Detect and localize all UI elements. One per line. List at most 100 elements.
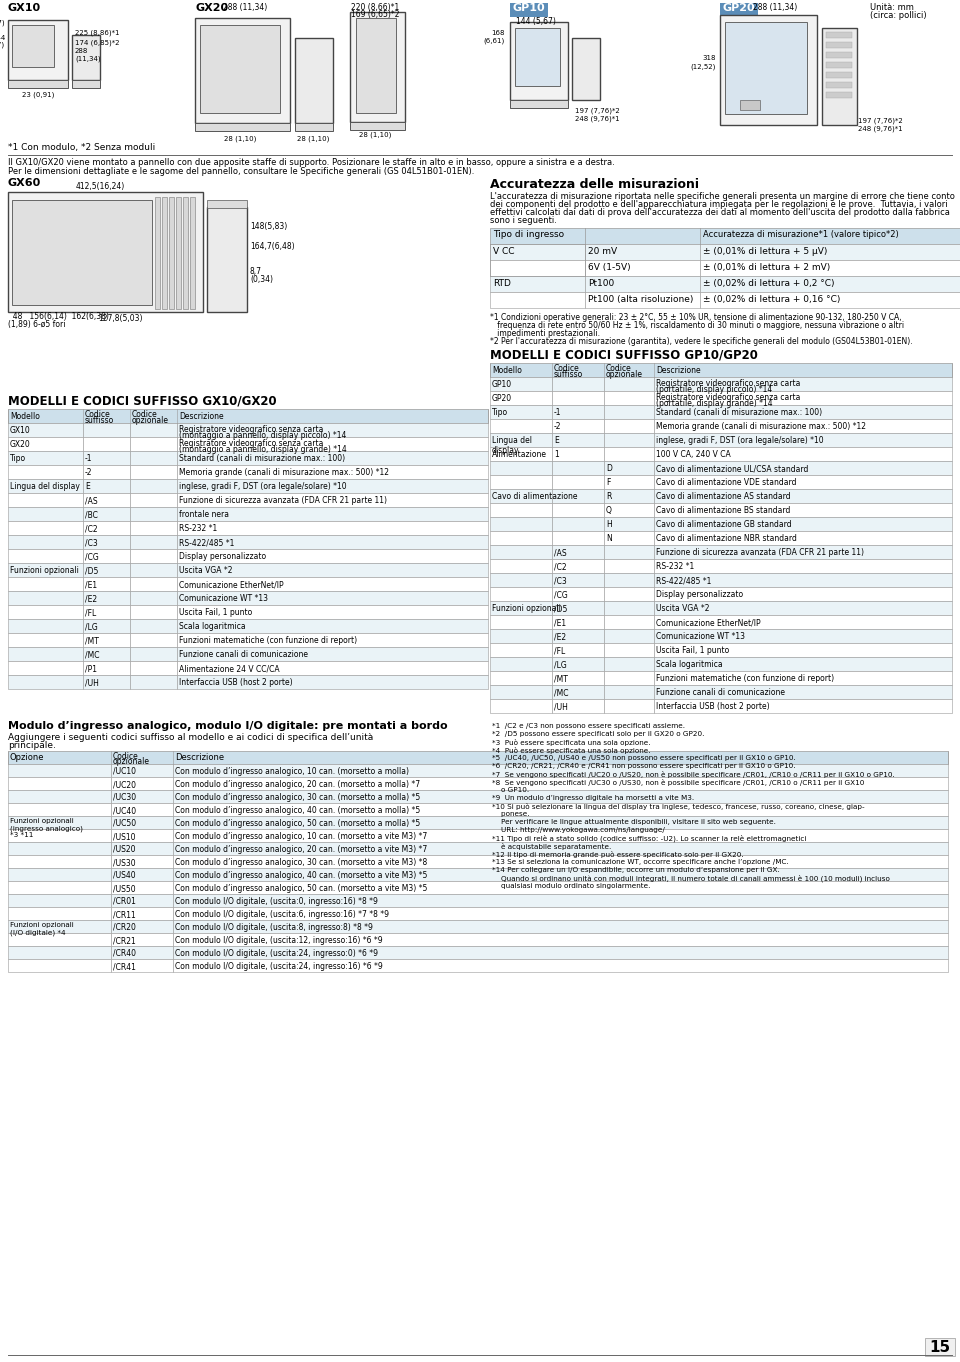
Text: (portatile, display grande) *14: (portatile, display grande) *14 xyxy=(656,399,773,409)
Text: Cavo di alimentazione AS standard: Cavo di alimentazione AS standard xyxy=(656,492,791,501)
Bar xyxy=(8,493,83,507)
Text: /C2: /C2 xyxy=(554,563,566,571)
Text: Modulo d’ingresso analogico, modulo I/O digitale: pre montati a bordo: Modulo d’ingresso analogico, modulo I/O … xyxy=(8,720,447,731)
Text: Alimentazione 24 V CC/CA: Alimentazione 24 V CC/CA xyxy=(179,665,279,673)
Bar xyxy=(552,545,604,558)
Bar xyxy=(83,605,130,618)
Bar xyxy=(654,377,952,391)
Text: Per verificare le lingue attualmente disponibili, visitare il sito web seguente.: Per verificare le lingue attualmente dis… xyxy=(492,819,776,825)
Bar xyxy=(490,260,585,276)
Bar xyxy=(604,699,654,712)
Bar xyxy=(490,391,552,405)
Bar xyxy=(552,531,604,545)
Text: /FL: /FL xyxy=(85,607,96,617)
Bar xyxy=(490,447,552,460)
Bar xyxy=(183,197,188,309)
Bar xyxy=(8,20,68,80)
Bar xyxy=(604,433,654,447)
Bar xyxy=(83,522,130,535)
Text: /MC: /MC xyxy=(554,688,568,697)
Text: 48   156(6,14)  162(6,38): 48 156(6,14) 162(6,38) xyxy=(8,312,108,321)
Text: Accuratezza di misurazione*1 (valore tipico*2): Accuratezza di misurazione*1 (valore tip… xyxy=(703,230,899,238)
Text: Standard (canali di misurazione max.: 100): Standard (canali di misurazione max.: 10… xyxy=(656,409,822,417)
Bar xyxy=(654,573,952,587)
Text: Registratore videografico senza carta: Registratore videografico senza carta xyxy=(179,439,324,448)
Bar xyxy=(111,919,173,933)
Text: 23 (0,91): 23 (0,91) xyxy=(22,91,54,98)
Bar xyxy=(350,123,405,129)
Bar xyxy=(552,405,604,419)
Bar xyxy=(130,605,177,618)
Text: 169 (6,65)*2: 169 (6,65)*2 xyxy=(350,10,399,19)
Bar xyxy=(173,816,948,829)
Bar xyxy=(490,518,552,531)
Bar xyxy=(8,829,111,842)
Text: *6  /CR20, /CR21, /CR40 e /CR41 non possono essere specificati per il GX10 o GP1: *6 /CR20, /CR21, /CR40 e /CR41 non posso… xyxy=(492,763,796,770)
Bar xyxy=(552,447,604,460)
Bar xyxy=(604,671,654,685)
Text: *14 Per collegare un I/O espandibile, occorre un modulo d’espansione per il GX.: *14 Per collegare un I/O espandibile, oc… xyxy=(492,868,780,873)
Text: /C3: /C3 xyxy=(85,538,98,548)
Bar xyxy=(490,573,552,587)
Bar xyxy=(604,531,654,545)
Bar xyxy=(552,699,604,712)
Bar xyxy=(826,82,852,89)
Text: Codice: Codice xyxy=(132,410,157,419)
Text: Con modulo d’ingresso analogico, 10 can. (morsetto a vite M3) *7: Con modulo d’ingresso analogico, 10 can.… xyxy=(175,832,427,840)
Bar xyxy=(654,489,952,503)
Text: /AS: /AS xyxy=(85,496,98,505)
Text: /C2: /C2 xyxy=(85,524,98,533)
Text: *12 Il tipo di memoria grande può essere specificato solo per il GX20.: *12 Il tipo di memoria grande può essere… xyxy=(492,851,744,858)
Bar xyxy=(83,676,130,689)
Bar xyxy=(177,591,488,605)
Bar xyxy=(654,656,952,671)
Bar xyxy=(177,605,488,618)
Bar xyxy=(585,291,700,308)
Bar xyxy=(490,587,552,601)
Bar xyxy=(8,855,111,868)
Text: 144 (5,67): 144 (5,67) xyxy=(0,20,5,26)
Bar xyxy=(552,489,604,503)
Bar xyxy=(490,671,552,685)
Text: Con modulo d’ingresso analogico, 50 can. (morsetto a vite M3) *5: Con modulo d’ingresso analogico, 50 can.… xyxy=(175,884,427,893)
Bar xyxy=(925,1337,955,1357)
Text: Q: Q xyxy=(606,507,612,515)
Bar xyxy=(654,699,952,712)
Bar xyxy=(111,829,173,842)
Bar xyxy=(8,563,83,577)
Bar xyxy=(111,907,173,919)
Text: /US10: /US10 xyxy=(113,832,135,840)
Text: RS-422/485 *1: RS-422/485 *1 xyxy=(179,538,234,548)
Text: Aggiungere i seguenti codici suffisso al modello e ai codici di specifica dell’u: Aggiungere i seguenti codici suffisso al… xyxy=(8,733,373,742)
Text: /UC40: /UC40 xyxy=(113,806,136,814)
Text: /CR40: /CR40 xyxy=(113,949,136,957)
Text: Con modulo d’ingresso analogico, 20 can. (morsetto a molla) *7: Con modulo d’ingresso analogico, 20 can.… xyxy=(175,780,420,789)
Text: Funzioni opzionali: Funzioni opzionali xyxy=(492,603,561,613)
Text: 168: 168 xyxy=(492,30,505,35)
Bar xyxy=(83,424,130,437)
Bar xyxy=(8,881,111,893)
Text: -2: -2 xyxy=(85,469,92,477)
Text: (circa: pollici): (circa: pollici) xyxy=(870,11,926,20)
Text: opzionale: opzionale xyxy=(606,370,643,379)
Bar xyxy=(720,3,758,16)
Bar xyxy=(8,776,111,790)
Text: qualsiasi modulo ordinato singolarmente.: qualsiasi modulo ordinato singolarmente. xyxy=(492,883,650,889)
Text: GP10: GP10 xyxy=(513,3,545,14)
Bar xyxy=(177,522,488,535)
Bar xyxy=(510,22,568,99)
Bar xyxy=(826,93,852,98)
Bar xyxy=(490,291,585,308)
Text: /MC: /MC xyxy=(85,650,100,659)
Bar xyxy=(195,123,290,131)
Text: Memoria grande (canali di misurazione max.: 500) *12: Memoria grande (canali di misurazione ma… xyxy=(179,469,389,477)
Text: /CR41: /CR41 xyxy=(113,962,136,971)
Bar xyxy=(111,776,173,790)
Text: *13 Se si seleziona la comunicazione WT, occorre specificare anche l’opzione /MC: *13 Se si seleziona la comunicazione WT,… xyxy=(492,859,789,865)
Text: /E2: /E2 xyxy=(554,632,566,642)
Text: 20 mV: 20 mV xyxy=(588,247,617,256)
Bar xyxy=(177,549,488,563)
Text: MODELLI E CODICI SUFFISSO GX10/GX20: MODELLI E CODICI SUFFISSO GX10/GX20 xyxy=(8,395,276,409)
Bar xyxy=(83,479,130,493)
Bar xyxy=(8,577,83,591)
